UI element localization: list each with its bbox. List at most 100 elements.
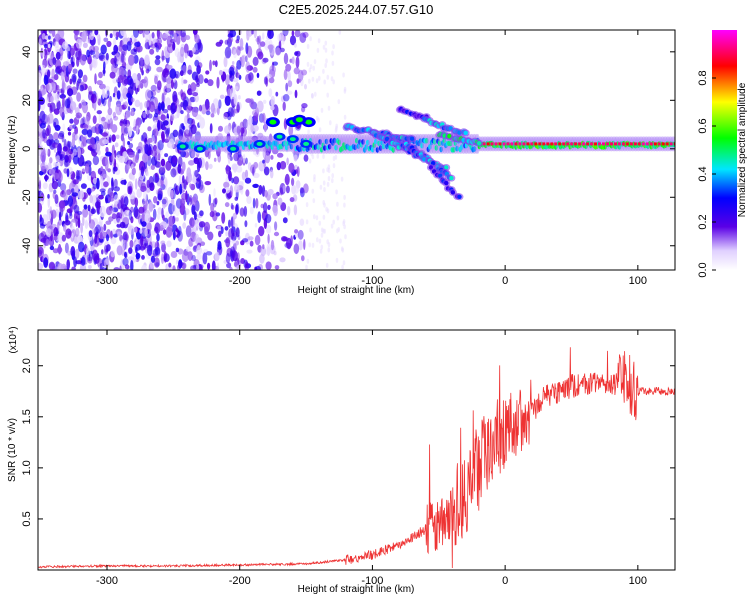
spectrogram-noise-mark (336, 228, 339, 234)
spectrogram-noise-mark (112, 77, 117, 84)
spectrogram-noise-mark (104, 85, 110, 91)
spectrogram-signal-mark (514, 142, 518, 146)
spectrogram-noise-mark (283, 69, 288, 81)
spectrogram-noise-mark (132, 175, 135, 182)
spectrogram-noise-mark (39, 110, 46, 123)
spectrogram-noise-mark (203, 221, 211, 233)
spectrogram-noise-mark (191, 71, 198, 81)
spectrogram-noise-mark (195, 82, 200, 88)
spectrogram-noise-mark (52, 172, 59, 180)
spectrogram-y-tick-label: 40 (21, 46, 33, 58)
spectrogram-signal-mark (490, 142, 494, 146)
spectrogram-noise-mark (233, 261, 238, 268)
spectrogram-signal-mark (653, 142, 657, 146)
spectrogram-noise-mark (99, 232, 103, 241)
spectrogram-noise-mark (165, 82, 172, 93)
spectrogram-noise-mark (242, 238, 249, 243)
spectrogram-noise-mark (116, 231, 122, 237)
spectrogram-noise-mark (246, 65, 254, 71)
spectrogram-noise-mark (334, 127, 338, 133)
spectrogram-noise-mark (212, 108, 217, 114)
spectrogram-noise-mark (129, 78, 134, 90)
spectrogram-noise-mark (56, 100, 61, 111)
spectrogram-noise-mark (275, 47, 281, 56)
spectrogram-noise-mark (168, 30, 175, 35)
spectrogram-noise-mark (145, 89, 152, 101)
spectrogram-noise-mark (308, 67, 312, 73)
spectrogram-noise-mark (101, 132, 109, 137)
spectrogram-noise-mark (144, 238, 149, 244)
spectrogram-noise-mark (318, 220, 322, 226)
spectrogram-signal-mark (602, 142, 605, 146)
spectrogram-noise-mark (62, 41, 69, 50)
spectrogram-noise-mark (103, 37, 109, 43)
spectrogram-noise-mark (151, 32, 155, 39)
spectrogram-noise-mark (218, 125, 223, 132)
spectrogram-noise-mark (111, 63, 118, 74)
spectrogram-noise-mark (214, 197, 218, 205)
spectrogram-noise-mark (134, 197, 139, 208)
spectrogram-noise-mark (251, 110, 258, 116)
spectrogram-noise-mark (296, 78, 300, 84)
spectrogram-noise-mark (84, 219, 89, 229)
spectrogram-noise-mark (155, 154, 159, 161)
spectrogram-noise-mark (175, 247, 180, 253)
spectrogram-noise-mark (309, 36, 312, 42)
spectrogram-noise-mark (55, 84, 60, 91)
spectrogram-noise-mark (286, 237, 292, 250)
spectrogram-noise-mark (85, 247, 90, 256)
spectrogram-noise-mark (143, 76, 149, 88)
spectrogram-noise-mark (284, 173, 290, 186)
spectrogram-signal-mark (574, 142, 578, 146)
spectrogram-noise-mark (101, 249, 104, 255)
spectrogram-noise-mark (207, 262, 211, 270)
spectrogram-noise-mark (196, 245, 201, 251)
spectrogram-noise-mark (234, 196, 239, 201)
spectrogram-noise-mark (285, 82, 289, 92)
spectrogram-noise-mark (107, 107, 113, 116)
spectrogram-noise-mark (275, 91, 279, 97)
spectrogram-noise-mark (299, 187, 305, 194)
spectrogram-noise-mark (294, 43, 297, 48)
spectrogram-signal-mark (562, 142, 566, 146)
spectrogram-noise-mark (120, 179, 127, 185)
spectrogram-noise-mark (105, 151, 112, 157)
spectrogram-noise-mark (119, 265, 122, 270)
spectrogram-signal-mark (633, 142, 637, 146)
spectrogram-noise-mark (191, 231, 196, 240)
spectrogram-noise-mark (316, 47, 320, 53)
spectrogram-noise-mark (311, 93, 314, 99)
spectrogram-noise-mark (270, 155, 274, 160)
spectrogram-noise-mark (231, 61, 235, 65)
spectrogram-noise-mark (78, 103, 82, 109)
spectrogram-noise-mark (128, 247, 133, 255)
spectrogram-noise-mark (66, 259, 70, 270)
spectrogram-noise-mark (199, 117, 206, 129)
spectrogram-noise-mark (185, 225, 192, 238)
snr-y-tick-label: 2.0 (21, 358, 33, 373)
spectrogram-noise-mark (232, 250, 238, 262)
spectrogram-noise-mark (273, 250, 277, 256)
spectrogram-noise-mark (39, 217, 44, 226)
spectrogram-noise-mark (82, 74, 88, 83)
spectrogram-noise-mark (53, 227, 59, 238)
spectrogram-noise-mark (80, 99, 87, 110)
spectrogram-noise-mark (62, 223, 67, 232)
spectrogram-noise-mark (165, 211, 169, 218)
spectrogram-noise-mark (340, 176, 344, 182)
spectrogram-noise-mark (39, 122, 46, 129)
spectrogram-noise-mark (326, 167, 329, 173)
spectrogram-noise-mark (128, 125, 133, 138)
spectrogram-noise-mark (160, 101, 165, 111)
spectrogram-noise-mark (95, 201, 101, 209)
spectrogram-noise-mark (244, 55, 248, 63)
spectrogram-noise-mark (245, 157, 248, 165)
spectrogram-noise-mark (106, 234, 109, 242)
spectrogram-noise-mark (286, 90, 293, 95)
spectrogram-noise-mark (180, 35, 185, 41)
spectrogram-signal-mark (621, 142, 625, 146)
spectrogram-noise-mark (245, 61, 251, 73)
spectrogram-noise-mark (285, 63, 292, 72)
spectrogram-noise-mark (98, 52, 105, 60)
spectrogram-noise-mark (196, 253, 202, 261)
